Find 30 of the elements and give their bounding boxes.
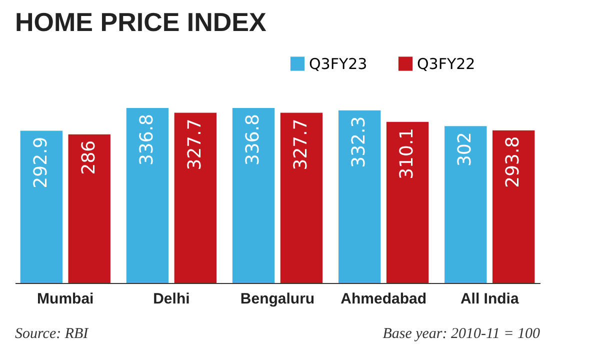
source-note: Source: RBI	[15, 326, 90, 342]
bar	[68, 134, 110, 283]
data-label: 310.1	[396, 128, 418, 180]
data-label: 336.8	[136, 114, 158, 166]
bar	[174, 112, 217, 283]
chart-title: HOME PRICE INDEX	[15, 7, 268, 37]
bar	[280, 112, 323, 283]
bar	[492, 130, 535, 283]
bar	[232, 108, 275, 283]
data-label: 332.3	[348, 116, 370, 168]
x-tick-label: All India	[460, 290, 520, 308]
bar	[126, 108, 169, 283]
legend-label: Q3FY22	[417, 54, 476, 73]
data-label: 302	[454, 132, 476, 166]
bar	[386, 122, 429, 283]
x-tick-label: Ahmedabad	[340, 290, 426, 308]
legend-label: Q3FY23	[309, 54, 368, 73]
text: Base year: 2010-11 = 100	[382, 326, 540, 342]
data-label: 286	[78, 140, 100, 175]
data-label: 327.7	[290, 118, 312, 170]
x-tick-label: Mumbai	[37, 290, 94, 308]
data-label: 336.8	[242, 114, 264, 166]
x-tick-label: Delhi	[153, 290, 190, 308]
data-label: 292.9	[30, 136, 52, 188]
data-label: 293.8	[502, 136, 524, 188]
bar	[20, 130, 62, 283]
bar	[444, 126, 487, 283]
data-label: 327.7	[184, 118, 206, 170]
x-tick-label: Bengaluru	[240, 290, 315, 308]
bar	[338, 110, 381, 283]
